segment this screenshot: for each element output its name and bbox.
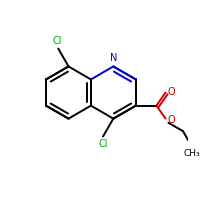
Text: O: O xyxy=(167,115,175,125)
Text: N: N xyxy=(110,53,117,63)
Text: CH₃: CH₃ xyxy=(183,149,200,158)
Text: O: O xyxy=(167,87,175,97)
Text: Cl: Cl xyxy=(53,36,62,46)
Text: Cl: Cl xyxy=(98,139,108,149)
